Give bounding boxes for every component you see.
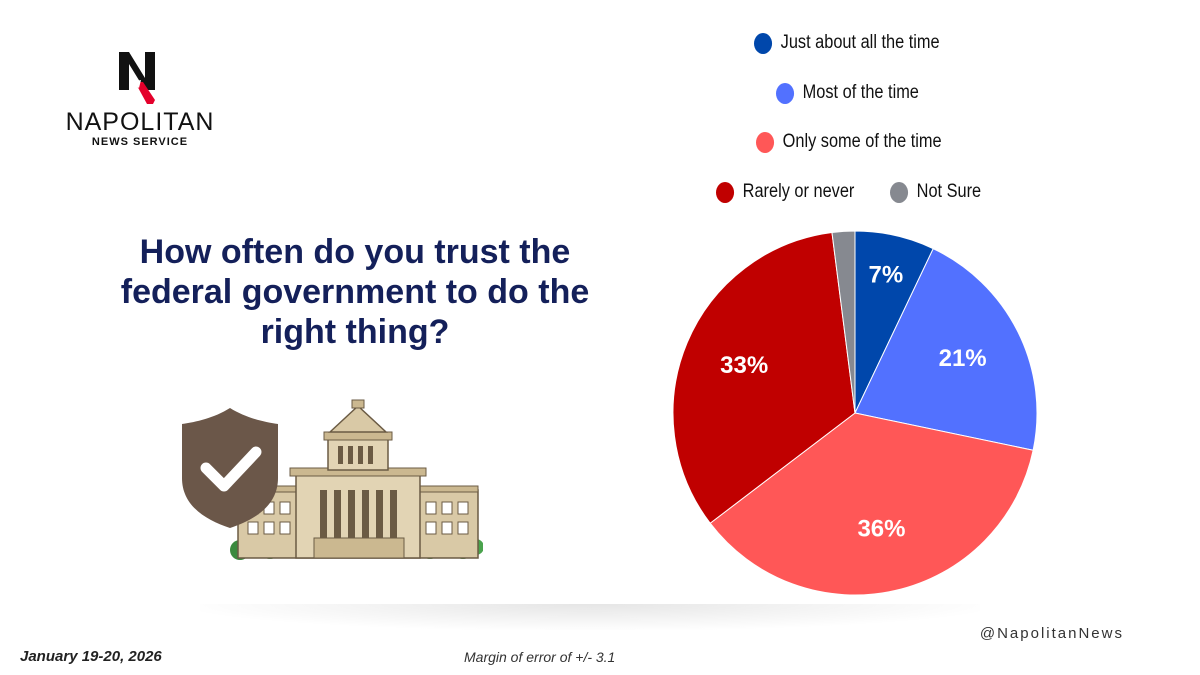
legend-item-only-some-of-the-time: Only some of the time [756, 131, 942, 153]
legend-label: Just about all the time [780, 32, 940, 53]
legend-swatch [890, 181, 909, 203]
brand-subtitle: NEWS SERVICE [91, 136, 189, 148]
brand-logo: NAPOLITAN NEWS SERVICE [60, 52, 220, 152]
trust-government-illustration [182, 399, 483, 560]
legend-swatch [716, 181, 735, 203]
legend-item-just-about-all-the-time: Just about all the time [754, 32, 940, 54]
legend-swatch [776, 82, 795, 104]
legend-item-not-sure: Not Sure [890, 181, 981, 203]
legend-label: Not Sure [916, 181, 982, 202]
legend-swatch [756, 131, 775, 153]
pie-slice-not-sure [831, 230, 856, 414]
pie-slice-rarely-or-never [672, 231, 856, 524]
chart-legend: Just about all the time Most of the time… [690, 24, 1070, 214]
legend-label: Most of the time [802, 82, 919, 103]
pie-slice-only-some-of-the-time [709, 412, 1034, 596]
legend-item-most-of-the-time: Most of the time [776, 82, 919, 104]
legend-label: Only some of the time [782, 131, 942, 152]
brand-name: NAPOLITAN [65, 108, 215, 136]
capitol-building-icon [230, 399, 483, 560]
pie-data-label: 7% [869, 262, 904, 289]
legend-label: Rarely or never [742, 181, 855, 202]
pie-slice-most-of-the-time [854, 248, 1038, 451]
page-title: How often do you trust the federal gover… [120, 233, 590, 351]
pie-data-label: 33% [720, 352, 768, 379]
pie-data-label: 36% [857, 516, 905, 543]
shield-check-icon [182, 408, 278, 528]
pie-data-label: 21% [939, 345, 987, 372]
legend-swatch [754, 32, 773, 54]
legend-item-rarely-or-never: Rarely or never [716, 181, 854, 203]
margin-of-error: Margin of error of +/- 3.1 [464, 649, 616, 665]
survey-date: January 19-20, 2026 [20, 648, 162, 665]
chart-shadow [200, 604, 980, 630]
pie-chart: 7% 21% 36% 33% [672, 230, 1038, 596]
social-handle: @NapolitanNews [979, 625, 1124, 642]
napolitan-n-logo-icon [119, 52, 155, 104]
